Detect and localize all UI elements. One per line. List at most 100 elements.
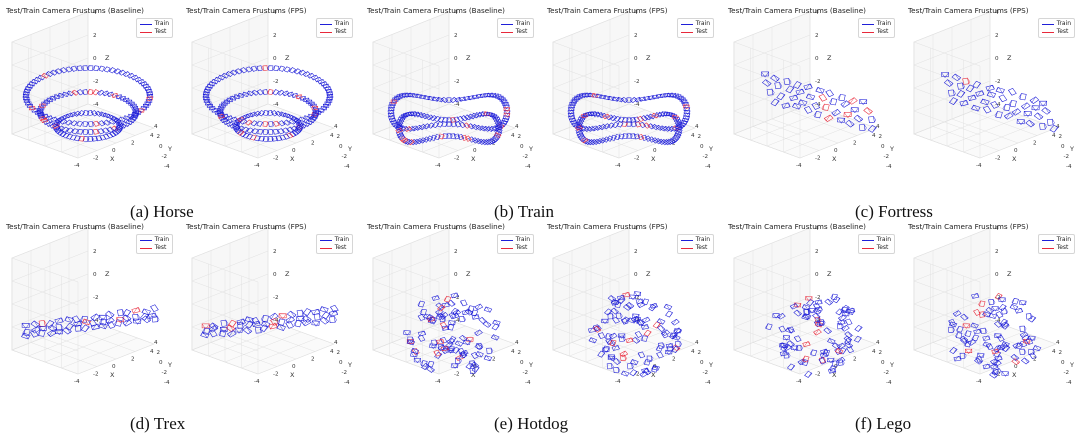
train-frustum-edge	[446, 338, 453, 344]
test-frustum-edge	[397, 127, 403, 134]
train-frustum-edge	[325, 99, 332, 104]
train-frustum	[294, 119, 303, 126]
train-frustum-edge	[1030, 313, 1033, 319]
train-frustum	[640, 115, 649, 122]
train-frustum-edge	[422, 138, 427, 144]
grid-line	[913, 227, 991, 283]
train-frustum-edge	[446, 324, 450, 330]
train-frustum-edge	[621, 370, 628, 377]
legend-label: Test	[515, 28, 528, 35]
train-frustum-edge	[816, 306, 823, 312]
train-frustum-edge	[785, 327, 792, 334]
train-frustum	[50, 69, 58, 76]
train-frustum	[668, 332, 678, 340]
z-tick-label: 2	[995, 33, 999, 39]
train-frustum	[812, 312, 821, 320]
train-frustum	[151, 315, 159, 323]
train-frustum	[431, 295, 440, 301]
train-frustum-edge	[462, 351, 468, 357]
train-frustum-edge	[66, 133, 70, 139]
train-frustum	[1009, 100, 1017, 108]
x-axis-label: X	[471, 155, 476, 163]
y-tick-label: 4	[334, 340, 338, 346]
train-frustum	[1046, 118, 1054, 126]
train-frustum	[458, 96, 467, 102]
train-frustum	[454, 340, 464, 347]
train-frustum-edge	[267, 65, 270, 71]
train-frustum-edge	[848, 120, 855, 127]
train-frustum-edge	[829, 367, 836, 374]
train-frustum-edge	[225, 319, 229, 326]
train-frustum-edge	[817, 321, 825, 327]
train-frustum-edge	[47, 115, 53, 121]
legend-entry-train: Train	[1041, 236, 1071, 244]
train-frustum	[140, 81, 148, 87]
z-tick-label: 0	[634, 56, 638, 62]
grid-line	[946, 331, 1024, 363]
train-frustum-edge	[261, 90, 265, 95]
train-frustum-edge	[682, 102, 689, 107]
legend-label: Train	[334, 236, 349, 243]
train-frustum	[321, 311, 331, 320]
train-frustum-edge	[643, 96, 650, 102]
train-frustum	[582, 112, 590, 118]
train-frustum	[627, 317, 637, 324]
train-frustum	[646, 355, 652, 362]
train-frustum-edge	[217, 75, 223, 81]
train-frustum-edge	[272, 89, 276, 95]
test-frustum	[28, 106, 36, 111]
train-frustum-edge	[443, 301, 450, 308]
x-tick-label: 0	[1014, 148, 1018, 154]
train-frustum-edge	[102, 90, 108, 97]
train-frustum	[251, 65, 258, 72]
train-frustum	[823, 349, 830, 357]
test-frustum-edge	[1023, 339, 1031, 345]
test-frustum	[503, 107, 511, 112]
train-frustum-edge	[267, 136, 270, 142]
train-frustum	[1003, 103, 1011, 112]
train-frustum	[23, 328, 31, 337]
train-frustum-edge	[117, 126, 123, 132]
train-frustum	[140, 106, 148, 111]
train-frustum	[261, 314, 269, 323]
train-frustum-edge	[460, 350, 467, 357]
train-frustum-edge	[59, 116, 65, 122]
z-tick-label: 4	[273, 10, 277, 16]
train-frustum	[681, 99, 688, 104]
test-frustum-edge	[43, 320, 47, 327]
train-frustum-edge	[209, 105, 216, 111]
train-frustum-edge	[815, 312, 821, 319]
train-frustum	[475, 124, 484, 131]
train-frustum	[681, 117, 689, 123]
train-frustum-edge	[305, 315, 312, 322]
train-frustum	[629, 96, 638, 103]
legend: Train Test	[315, 234, 353, 254]
train-frustum	[65, 119, 73, 126]
train-frustum-edge	[420, 360, 423, 366]
train-frustum-edge	[474, 368, 477, 374]
train-frustum-edge	[86, 129, 89, 135]
train-frustum-edge	[473, 113, 479, 119]
train-frustum-edge	[76, 90, 81, 96]
train-frustum	[499, 97, 506, 102]
z-tick-label: -2	[995, 295, 1001, 301]
legend-entry-train: Train	[500, 20, 530, 28]
train-frustum	[26, 103, 34, 108]
test-frustum-edge	[683, 104, 690, 110]
train-frustum-edge	[443, 316, 447, 322]
train-frustum-edge	[502, 102, 509, 107]
train-frustum-edge	[308, 101, 315, 107]
z-tick-label: 2	[634, 249, 638, 255]
train-frustum-edge	[941, 72, 949, 79]
train-frustum	[654, 112, 663, 118]
train-frustum	[255, 326, 262, 334]
train-frustum	[665, 138, 674, 145]
train-frustum	[436, 313, 443, 320]
z-tick-label: -2	[995, 79, 1001, 85]
z-tick-label: 0	[93, 272, 97, 278]
legend-swatch	[861, 31, 874, 33]
train-frustum-edge	[995, 355, 1003, 361]
train-frustum-edge	[503, 104, 510, 110]
train-frustum	[242, 326, 253, 335]
